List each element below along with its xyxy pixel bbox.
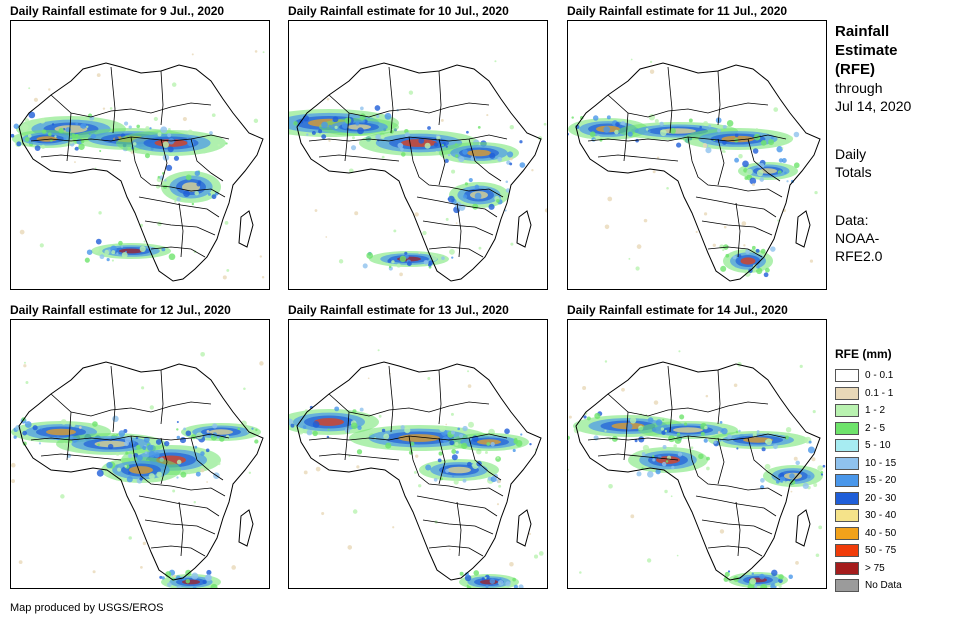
- legend-label: 0.1 - 1: [865, 387, 894, 399]
- panel-title: Daily Rainfall estimate for 11 Jul., 202…: [567, 4, 788, 18]
- rainfall-map: [288, 319, 548, 589]
- legend-swatch: [835, 439, 859, 453]
- coastline: [296, 62, 542, 282]
- rainfall-field: [289, 349, 544, 588]
- rainfall-map: [10, 319, 270, 589]
- country-borders: [308, 66, 508, 258]
- legend-item: 1 - 2: [835, 402, 902, 420]
- legend-label: 50 - 75: [865, 545, 897, 557]
- legend-swatch: [835, 404, 859, 418]
- coastline: [18, 361, 264, 581]
- island-outline: [795, 210, 811, 248]
- legend-item: 50 - 75: [835, 542, 902, 560]
- legend-label: 2 - 5: [865, 422, 886, 434]
- legend-item: 40 - 50: [835, 525, 902, 543]
- info-daily: Daily Totals: [835, 146, 872, 180]
- legend-label: 0 - 0.1: [865, 370, 894, 382]
- legend-swatch: [835, 526, 859, 540]
- legend-item: 0.1 - 1: [835, 385, 902, 403]
- rainfall-map: [567, 20, 827, 290]
- legend-swatch: [835, 386, 859, 400]
- panel-title: Daily Rainfall estimate for 12 Jul., 202…: [10, 303, 231, 317]
- legend-item: 30 - 40: [835, 507, 902, 525]
- legend-swatch: [835, 509, 859, 523]
- map-info: Rainfall Estimate (RFE) through Jul 14, …: [835, 22, 960, 265]
- rainfall-field: [11, 351, 264, 588]
- africa-map: [568, 58, 821, 282]
- panel-title: Daily Rainfall estimate for 9 Jul., 2020: [10, 4, 225, 18]
- coastline: [575, 361, 821, 581]
- legend-label: > 75: [865, 562, 885, 574]
- legend-item: > 75: [835, 560, 902, 578]
- rainfall-field: [568, 58, 818, 278]
- legend-label: 15 - 20: [865, 475, 897, 487]
- legend-list: 0 - 0.1 0.1 - 1 1 - 2 2 - 5 5 - 10 10 - 15 15 …: [835, 367, 902, 595]
- legend-swatch: [835, 561, 859, 575]
- legend-label: 10 - 15: [865, 457, 897, 469]
- island-outline: [516, 509, 532, 547]
- country-borders: [587, 66, 787, 258]
- island-outline: [238, 509, 254, 547]
- legend-swatch: [835, 491, 859, 505]
- legend-label: 40 - 50: [865, 527, 897, 539]
- info-title: Rainfall Estimate (RFE): [835, 23, 898, 78]
- island-outline: [516, 210, 532, 248]
- legend-item: 0 - 0.1: [835, 367, 902, 385]
- credit: Map produced by USGS/EROS: [10, 602, 164, 614]
- rainfall-field: [11, 50, 265, 280]
- legend-item: 2 - 5: [835, 420, 902, 438]
- country-borders: [587, 365, 787, 557]
- legend-item: No Data: [835, 577, 902, 595]
- legend-item: 15 - 20: [835, 472, 902, 490]
- panel-title: Daily Rainfall estimate for 10 Jul., 202…: [288, 4, 509, 18]
- country-borders: [30, 66, 230, 258]
- legend-label: 5 - 10: [865, 440, 891, 452]
- legend-title: RFE (mm): [835, 347, 892, 361]
- rainfall-field: [289, 60, 547, 277]
- rainfall-map: [567, 319, 827, 589]
- info-source: Data: NOAA- RFE2.0: [835, 212, 883, 264]
- legend-swatch: [835, 474, 859, 488]
- country-borders: [30, 365, 230, 557]
- africa-map: [568, 350, 826, 588]
- legend-label: 30 - 40: [865, 510, 897, 522]
- panel-title: Daily Rainfall estimate for 13 Jul., 202…: [288, 303, 509, 317]
- coastline: [296, 361, 542, 581]
- coastline: [18, 62, 264, 282]
- legend-item: 10 - 15: [835, 455, 902, 473]
- country-borders: [308, 365, 508, 557]
- legend-swatch: [835, 456, 859, 470]
- island-outline: [795, 509, 811, 547]
- rainfall-map: [10, 20, 270, 290]
- africa-map: [11, 351, 264, 588]
- africa-map: [11, 50, 265, 282]
- rainfall-map: [288, 20, 548, 290]
- legend: RFE (mm) 0 - 0.1 0.1 - 1 1 - 2 2 - 5 5 - 10 1…: [835, 347, 902, 595]
- legend-swatch: [835, 579, 859, 593]
- panel-title: Daily Rainfall estimate for 14 Jul., 202…: [567, 303, 788, 317]
- island-outline: [238, 210, 254, 248]
- legend-label: No Data: [865, 580, 902, 592]
- coastline: [575, 62, 821, 282]
- legend-swatch: [835, 369, 859, 383]
- legend-swatch: [835, 421, 859, 435]
- africa-map: [289, 349, 544, 588]
- legend-swatch: [835, 544, 859, 558]
- legend-item: 5 - 10: [835, 437, 902, 455]
- africa-map: [289, 60, 547, 282]
- legend-item: 20 - 30: [835, 490, 902, 508]
- info-period: through Jul 14, 2020: [835, 80, 912, 114]
- legend-label: 20 - 30: [865, 492, 897, 504]
- legend-label: 1 - 2: [865, 405, 886, 417]
